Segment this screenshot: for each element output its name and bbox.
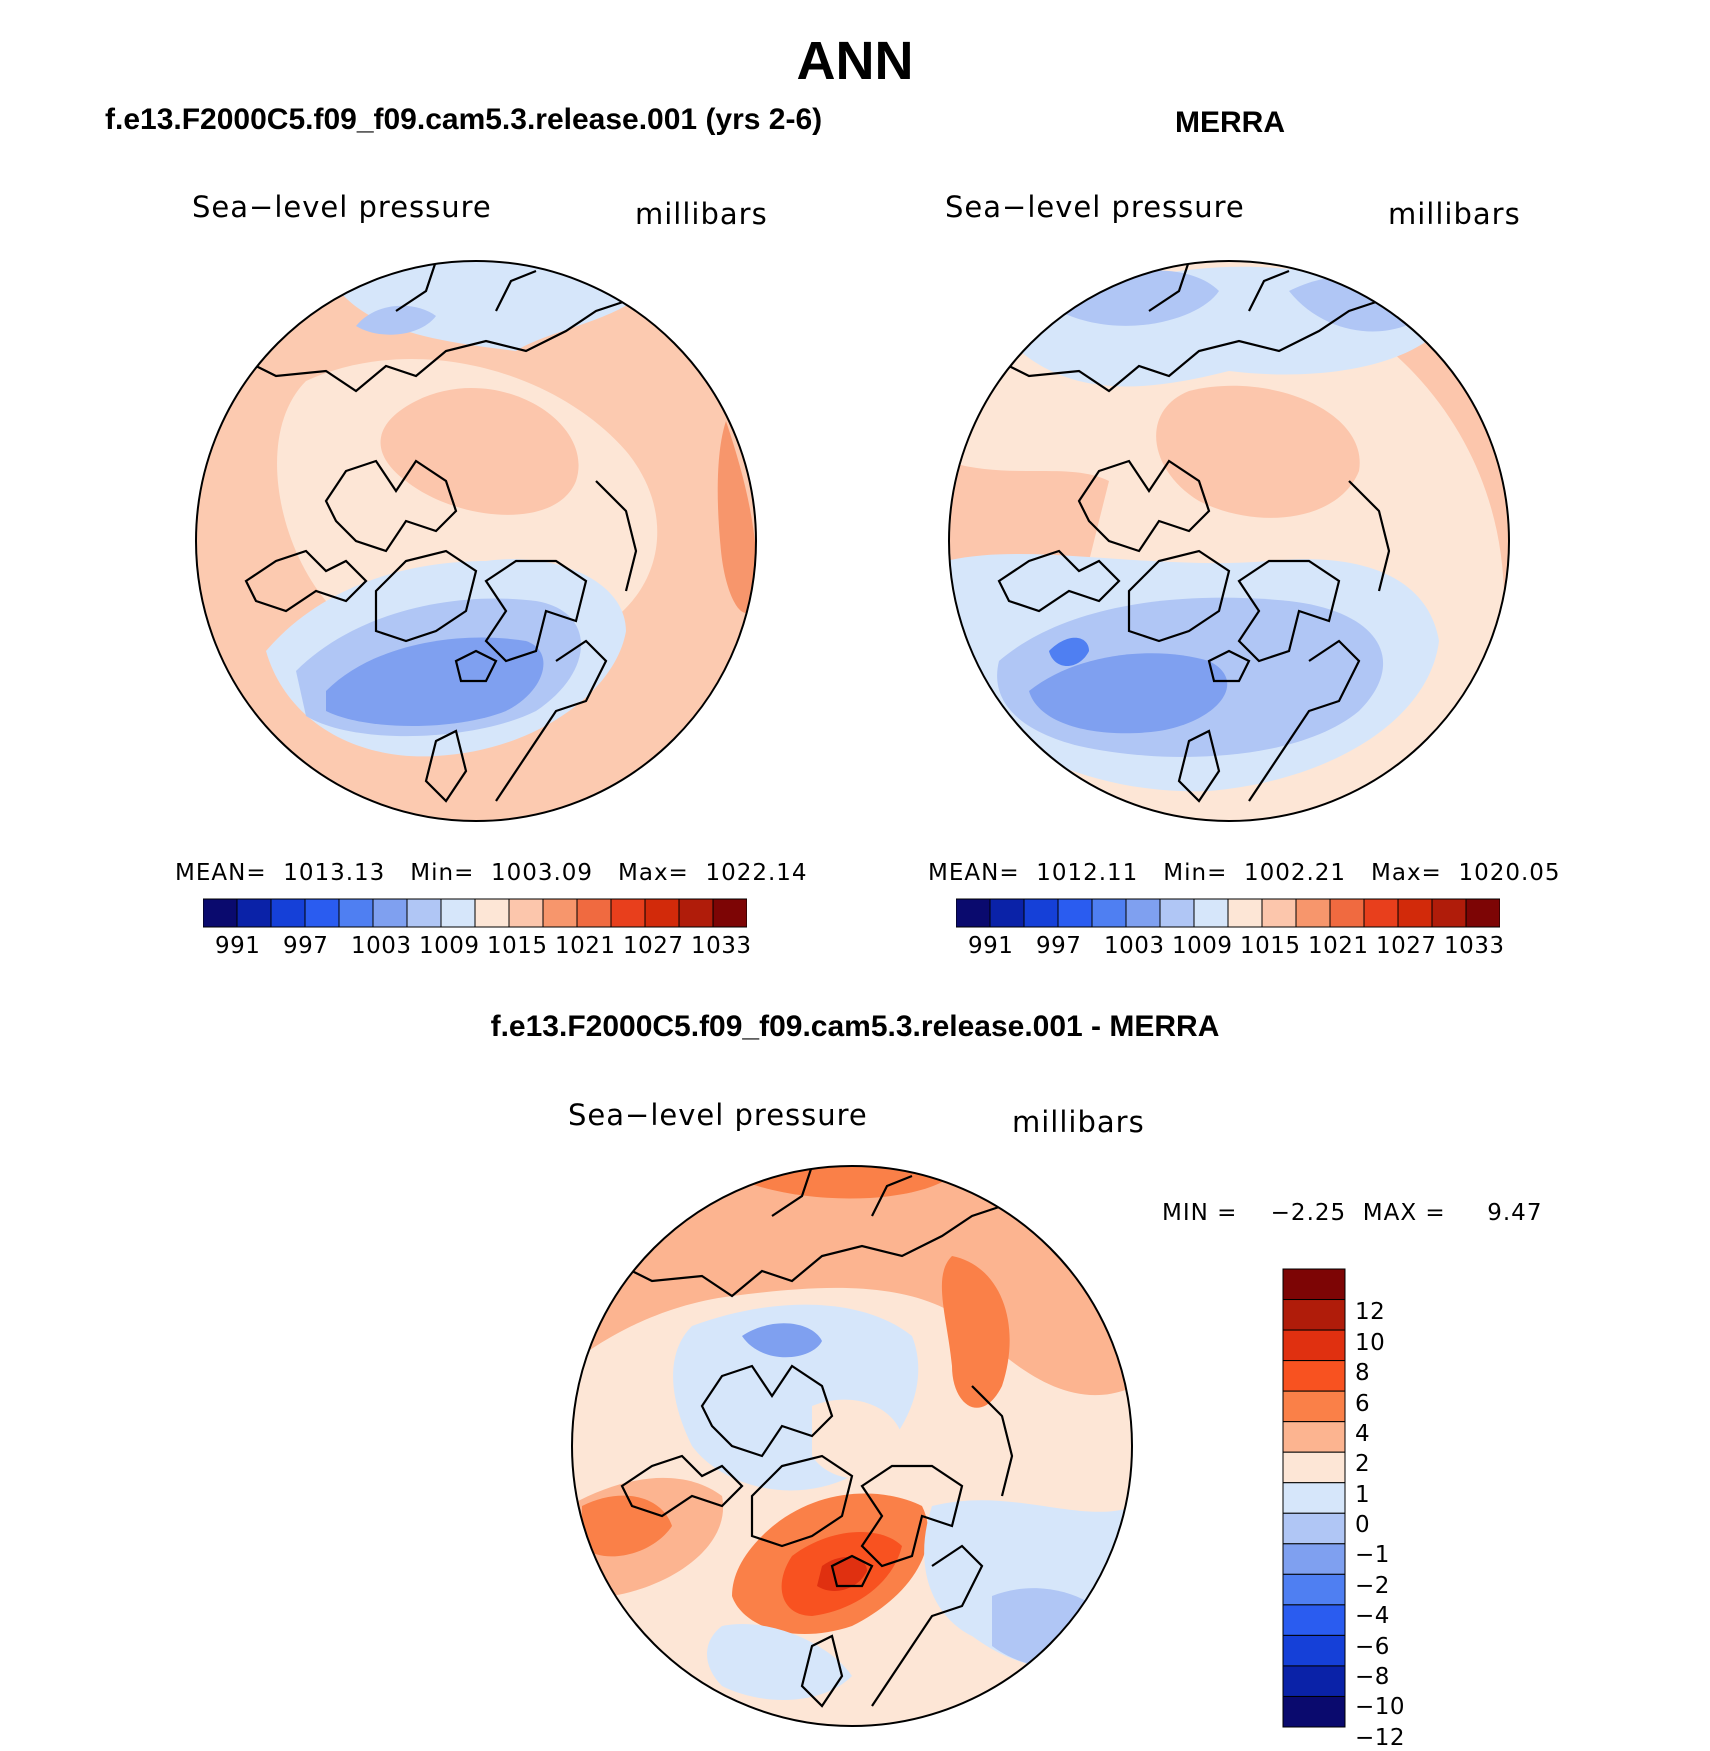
colorbar-swatch (1023, 898, 1059, 928)
colorbar-swatch (1261, 898, 1297, 928)
colorbar-swatch (1282, 1390, 1346, 1423)
colorbar-swatch (372, 898, 408, 928)
model-polar-map (195, 260, 757, 822)
obs-variable-label: Sea−level pressure (945, 190, 1245, 224)
colorbar-tick-label: 1021 (1308, 933, 1369, 959)
colorbar-swatch (1282, 1543, 1346, 1575)
colorbar-swatch (1159, 898, 1195, 928)
model-panel-title: f.e13.F2000C5.f09_f09.cam5.3.release.001… (105, 103, 823, 136)
colorbar-tick-label: 991 (215, 933, 261, 959)
model-colorbar (203, 898, 747, 928)
colorbar-swatch (1282, 1451, 1346, 1484)
colorbar-tick-label: 1021 (555, 933, 616, 959)
colorbar-swatch (1282, 1299, 1346, 1331)
colorbar-swatch (474, 898, 510, 928)
colorbar-tick-label: −4 (1355, 1603, 1390, 1630)
colorbar-tick-label: 0 (1355, 1512, 1371, 1539)
colorbar-tick-label: 6 (1355, 1390, 1371, 1417)
colorbar-tick-label: 4 (1355, 1420, 1371, 1447)
colorbar-tick-label: 1 (1355, 1481, 1371, 1508)
colorbar-tick-label: 1027 (1376, 933, 1437, 959)
diff-polar-map (571, 1165, 1133, 1727)
colorbar-tick-label: 8 (1355, 1360, 1371, 1387)
colorbar-tick-label: 997 (1036, 933, 1082, 959)
obs-stats: MEAN= 1012.11 Min= 1002.21 Max= 1020.05 (928, 860, 1561, 886)
colorbar-tick-label: 1009 (419, 933, 480, 959)
colorbar-swatch (1057, 898, 1093, 928)
model-variable-label: Sea−level pressure (192, 190, 492, 224)
colorbar-swatch (1193, 898, 1229, 928)
colorbar-swatch (542, 898, 578, 928)
model-stats: MEAN= 1013.13 Min= 1003.09 Max= 1022.14 (175, 860, 808, 886)
colorbar-tick-label: 1033 (1444, 933, 1505, 959)
colorbar-swatch (1295, 898, 1331, 928)
colorbar-swatch (1282, 1268, 1346, 1301)
colorbar-swatch (508, 898, 544, 928)
colorbar-swatch (1282, 1329, 1346, 1362)
colorbar-tick-label: −10 (1355, 1694, 1406, 1721)
colorbar-tick-label: 991 (968, 933, 1014, 959)
model-units-label: millibars (635, 197, 768, 231)
colorbar-swatch (1329, 898, 1365, 928)
colorbar-swatch (1431, 898, 1467, 928)
colorbar-swatch (644, 898, 680, 928)
colorbar-swatch (989, 898, 1025, 928)
colorbar-swatch (1282, 1573, 1346, 1606)
colorbar-swatch (712, 898, 747, 928)
colorbar-swatch (1282, 1360, 1346, 1392)
colorbar-tick-label: 1027 (623, 933, 684, 959)
obs-units-label: millibars (1388, 197, 1521, 231)
colorbar-tick-label: −1 (1355, 1542, 1390, 1569)
obs-colorbar (956, 898, 1500, 928)
colorbar-swatch (678, 898, 714, 928)
diff-colorbar (1282, 1268, 1346, 1728)
colorbar-tick-label: 1009 (1172, 933, 1233, 959)
diff-panel-title: f.e13.F2000C5.f09_f09.cam5.3.release.001… (490, 1010, 1220, 1043)
colorbar-swatch (1227, 898, 1263, 928)
colorbar-tick-label: 1015 (487, 933, 548, 959)
colorbar-tick-label: 1015 (1240, 933, 1301, 959)
figure-title: ANN (796, 31, 914, 91)
colorbar-tick-label: 2 (1355, 1451, 1371, 1478)
map-boundary (195, 260, 757, 822)
colorbar-swatch (406, 898, 442, 928)
colorbar-swatch (1465, 898, 1500, 928)
colorbar-tick-label: −6 (1355, 1633, 1390, 1660)
colorbar-swatch (610, 898, 646, 928)
colorbar-tick-label: 12 (1355, 1299, 1386, 1326)
colorbar-swatch (1125, 898, 1161, 928)
colorbar-swatch (1363, 898, 1399, 928)
obs-polar-map (948, 260, 1510, 822)
colorbar-swatch (203, 898, 238, 928)
diff-stats: MIN = −2.25 MAX = 9.47 (1162, 1200, 1543, 1226)
colorbar-swatch (304, 898, 340, 928)
colorbar-swatch (1282, 1512, 1346, 1545)
colorbar-swatch (440, 898, 476, 928)
colorbar-tick-label: −8 (1355, 1663, 1390, 1690)
colorbar-tick-label: 997 (283, 933, 329, 959)
colorbar-swatch (270, 898, 306, 928)
obs-panel-title: MERRA (1175, 106, 1285, 139)
diff-variable-label: Sea−level pressure (568, 1098, 868, 1132)
colorbar-tick-label: −2 (1355, 1572, 1390, 1599)
colorbar-swatch (1282, 1421, 1346, 1453)
coastlines (244, 261, 638, 803)
colorbar-swatch (1282, 1695, 1346, 1728)
colorbar-swatch (1282, 1482, 1346, 1514)
colorbar-swatch (1282, 1634, 1346, 1667)
colorbar-swatch (956, 898, 991, 928)
colorbar-swatch (1397, 898, 1433, 928)
colorbar-tick-label: −12 (1355, 1724, 1406, 1751)
colorbar-swatch (1091, 898, 1127, 928)
colorbar-tick-label: 1033 (691, 933, 752, 959)
colorbar-swatch (1282, 1665, 1346, 1697)
diff-units-label: millibars (1012, 1105, 1145, 1139)
colorbar-swatch (1282, 1604, 1346, 1636)
colorbar-swatch (236, 898, 272, 928)
colorbar-swatch (338, 898, 374, 928)
colorbar-tick-label: 1003 (1104, 933, 1165, 959)
colorbar-swatch (576, 898, 612, 928)
colorbar-tick-label: 1003 (351, 933, 412, 959)
colorbar-tick-label: 10 (1355, 1329, 1386, 1356)
